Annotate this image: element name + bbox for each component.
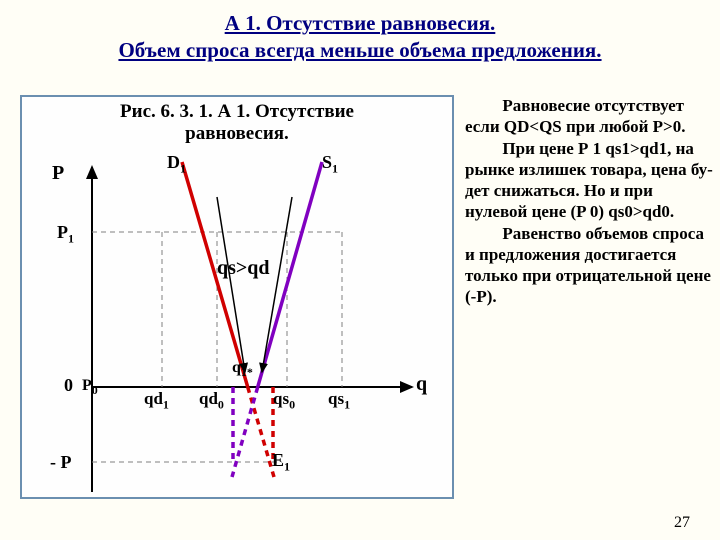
title-line1: А 1. Отсутствие равновесия.	[225, 11, 496, 35]
supply-label: S1	[322, 152, 338, 177]
chart-container: Рис. 6. 3. 1. А 1. Отсутствие равновесия…	[20, 95, 454, 499]
P1-label: P1	[57, 222, 74, 247]
zero-label: 0	[64, 375, 73, 396]
rhs-p2: При цене Р 1 qs1>qd1, на рынке из­лишек …	[465, 138, 715, 223]
rhs-p1: Равновесие отсутствует если QD<QS при лю…	[465, 95, 715, 138]
demand-label: D1	[167, 152, 186, 177]
axis-y-label: P	[52, 162, 64, 185]
chart-svg	[22, 97, 452, 497]
axis-x-label: q	[416, 373, 427, 396]
page-number: 27	[674, 514, 690, 532]
q1star-label: q1*	[232, 359, 253, 380]
P0-label: P0	[82, 377, 98, 398]
qsqd-label: qs>qd	[217, 257, 270, 280]
rhs-p3: Равенство объемов спроса и пред­ложения …	[465, 223, 715, 308]
minusP-label: - P	[50, 452, 72, 473]
qs1-label: qs1	[328, 389, 350, 412]
title-line2: Объем спроса всегда меньше объема предло…	[118, 38, 601, 62]
explanation-text: Равновесие отсутствует если QD<QS при лю…	[465, 95, 715, 308]
qs0-label: qs0	[273, 389, 295, 412]
qd0-label: qd0	[199, 389, 224, 412]
qd1-label: qd1	[144, 389, 169, 412]
E1-label: E1	[272, 450, 290, 475]
